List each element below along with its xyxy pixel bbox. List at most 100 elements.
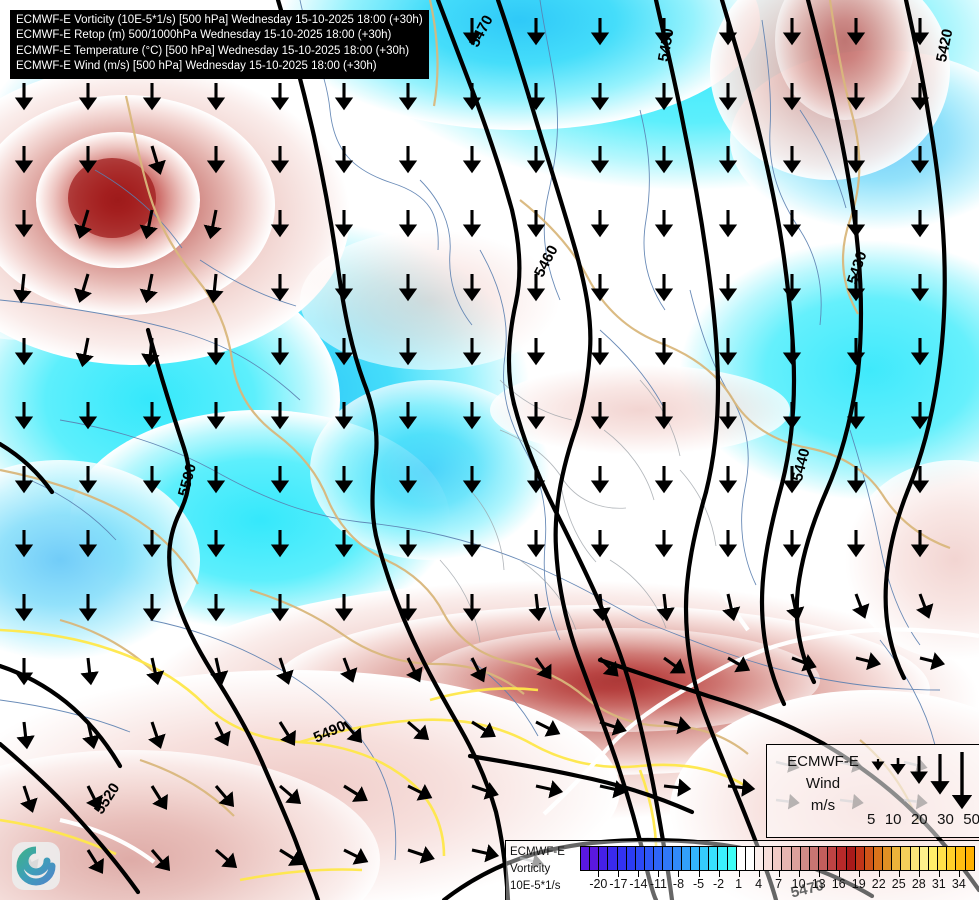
motorway-network bbox=[0, 628, 747, 882]
colorbar-swatch bbox=[773, 847, 783, 870]
colorbar-tick-label: 22 bbox=[871, 877, 886, 891]
wind-speed-20: 20 bbox=[910, 811, 928, 828]
wind-speed-10: 10 bbox=[884, 811, 902, 828]
colorbar-swatch bbox=[928, 847, 939, 870]
colorbar-tick bbox=[898, 871, 900, 877]
wind-speed-30: 30 bbox=[937, 811, 954, 828]
colorbar-tick-label: 31 bbox=[931, 877, 946, 891]
colorbar-swatch bbox=[819, 847, 829, 870]
colorbar-tick-label: -17 bbox=[609, 877, 628, 891]
colorbar-tick bbox=[718, 871, 720, 877]
colorbar-swatch bbox=[855, 847, 865, 870]
colorbar-tick bbox=[878, 871, 880, 877]
colorbar-swatch bbox=[617, 847, 627, 870]
colorbar-swatch bbox=[745, 847, 755, 870]
colorbar-swatch bbox=[590, 847, 600, 870]
colorbar-swatch bbox=[608, 847, 618, 870]
colorbar-swatch bbox=[681, 847, 691, 870]
colorbar-swatch bbox=[828, 847, 838, 870]
colorbar-tick bbox=[658, 871, 660, 877]
vorticity-colorbar-box: ECMWF-E Vorticity 10E-5*1/s -20 -17 -14 -11… bbox=[505, 840, 979, 900]
vorticity-legend-title: ECMWF-E bbox=[510, 846, 565, 858]
colorbar-swatch bbox=[654, 847, 664, 870]
colorbar-swatch bbox=[645, 847, 655, 870]
vorticity-color-strip bbox=[580, 846, 975, 871]
colorbar-swatch bbox=[700, 847, 710, 870]
colorbar-swatch bbox=[892, 847, 902, 870]
colorbar-tick-label: 1 bbox=[735, 877, 743, 891]
colorbar-tick-label: -20 bbox=[589, 877, 608, 891]
vorticity-legend-subtitle: Vorticity bbox=[510, 863, 551, 875]
title-line-temperature: ECMWF-E Temperature (°C) [500 hPa] Wedne… bbox=[16, 44, 410, 57]
vorticity-colorbar-tick-labels: -20 -17 -14 -11 -8 -5 -2 1 4 7 10 13 16 19 22 25 28 31 34 bbox=[580, 877, 975, 893]
colorbar-tick bbox=[758, 871, 760, 877]
colorbar-tick-label: 4 bbox=[755, 877, 763, 891]
colorbar-swatch bbox=[690, 847, 701, 870]
colorbar-swatch bbox=[626, 847, 636, 870]
wind-legend-text: ECMWF-E Wind m/s bbox=[775, 751, 871, 817]
colorbar-tick-label: 13 bbox=[811, 877, 826, 891]
colorbar-swatch bbox=[727, 847, 737, 870]
colorbar-swatch bbox=[599, 847, 609, 870]
vorticity-legend-text: ECMWF-E Vorticity 10E-5*1/s bbox=[510, 844, 576, 895]
colorbar-tick bbox=[738, 871, 740, 877]
title-line-retop: ECMWF-E Retop (m) 500/1000hPa Wednesday … bbox=[16, 29, 392, 42]
wind-legend-box: ECMWF-E Wind m/s 5 10 20 30 50 bbox=[766, 744, 979, 838]
colorbar-tick bbox=[858, 871, 860, 877]
colorbar-tick bbox=[798, 871, 800, 877]
title-line-vorticity: ECMWF-E Vorticity (10E-5*1/s) [500 hPa] … bbox=[16, 14, 423, 26]
colorbar-swatch bbox=[764, 847, 774, 870]
colorbar-swatch bbox=[965, 847, 974, 870]
colorbar-swatch bbox=[938, 847, 948, 870]
wind-legend-units: m/s bbox=[810, 797, 836, 814]
colorbar-swatch bbox=[663, 847, 673, 870]
colorbar-tick bbox=[958, 871, 960, 877]
colorbar-swatch bbox=[718, 847, 728, 870]
major-road-white bbox=[59, 558, 979, 864]
colorbar-swatch bbox=[947, 847, 957, 870]
wind-speed-50: 50 bbox=[963, 811, 979, 828]
colorbar-swatch bbox=[910, 847, 920, 870]
vorticity-legend-units: 10E-5*1/s bbox=[510, 880, 561, 892]
colorbar-tick bbox=[778, 871, 780, 877]
colorbar-tick bbox=[678, 871, 680, 877]
colorbar-tick bbox=[838, 871, 840, 877]
colorbar-swatch bbox=[672, 847, 682, 870]
colorbar-swatch bbox=[791, 847, 801, 870]
colorbar-swatch bbox=[837, 847, 847, 870]
colorbar-tick bbox=[698, 871, 700, 877]
colorbar-tick-label: 19 bbox=[851, 877, 866, 891]
colorbar-tick-label: 28 bbox=[911, 877, 926, 891]
colorbar-tick bbox=[818, 871, 820, 877]
title-line-wind: ECMWF-E Wind (m/s) [500 hPa] Wednesday 1… bbox=[16, 60, 377, 73]
colorbar-swatch bbox=[736, 847, 746, 870]
wind-legend-scale-values: 5 10 20 30 50 bbox=[867, 811, 979, 828]
wind-legend-arrows bbox=[871, 752, 973, 809]
colorbar-tick-label: 25 bbox=[891, 877, 906, 891]
colorbar-swatch bbox=[874, 847, 884, 870]
colorbar-tick bbox=[918, 871, 920, 877]
map-title-block: ECMWF-E Vorticity (10E-5*1/s) [500 hPa] … bbox=[10, 10, 429, 79]
colorbar-swatch bbox=[782, 847, 792, 870]
colorbar-swatch bbox=[800, 847, 810, 870]
colorbar-tick-label: -11 bbox=[649, 877, 668, 891]
colorbar-tick-label: 16 bbox=[831, 877, 846, 891]
colorbar-tick bbox=[618, 871, 620, 877]
colorbar-swatch bbox=[956, 847, 966, 870]
colorbar-tick-label: 34 bbox=[951, 877, 966, 891]
colorbar-tick bbox=[598, 871, 600, 877]
vorticity-colorbar-ticks bbox=[580, 871, 975, 877]
colorbar-tick-label: -8 bbox=[672, 877, 685, 891]
wind-speed-5: 5 bbox=[867, 811, 876, 828]
colorbar-swatch bbox=[919, 847, 929, 870]
colorbar-tick-label: -14 bbox=[629, 877, 648, 891]
wind-legend-title: ECMWF-E bbox=[787, 753, 859, 770]
colorbar-swatch bbox=[864, 847, 874, 870]
colorbar-tick-label: 10 bbox=[791, 877, 806, 891]
colorbar-swatch bbox=[635, 847, 646, 870]
colorbar-tick bbox=[638, 871, 640, 877]
colorbar-tick-label: 7 bbox=[775, 877, 783, 891]
colorbar-swatch bbox=[809, 847, 820, 870]
colorbar-tick bbox=[938, 871, 940, 877]
